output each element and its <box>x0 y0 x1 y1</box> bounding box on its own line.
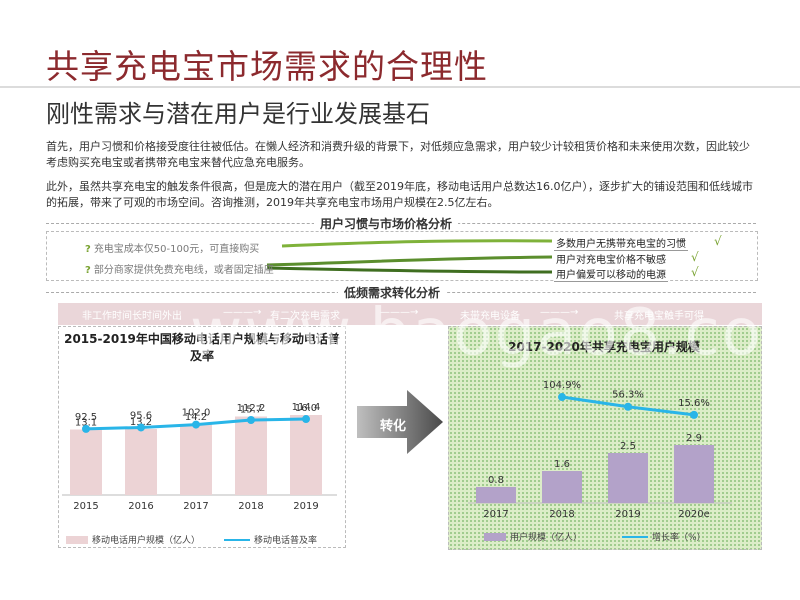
bar <box>180 424 212 495</box>
chart2-title: 2017-2020年共享充电宝用户规模 <box>508 340 700 354</box>
line-point <box>137 423 145 432</box>
bar-value-label: 13.1 <box>75 418 97 429</box>
bar-value-label: 0.8 <box>488 475 504 486</box>
x-tick-label: 2020e <box>678 509 710 520</box>
line-point <box>302 415 310 424</box>
line-point <box>690 410 698 419</box>
legend-label-line: 增长率（%） <box>652 533 706 543</box>
bar-value-label: 14.2 <box>185 412 207 423</box>
line-value-label: 95.6 <box>130 410 152 421</box>
flow-arrow: ———→ <box>540 307 579 318</box>
flow-arrow: ———→ <box>223 307 262 318</box>
target-1: 多数用户无携带充电宝的习惯 <box>554 235 688 251</box>
flow-bar <box>58 303 762 325</box>
line-value-label: 104.9% <box>543 380 581 391</box>
page-subtitle: 刚性需求与潜在用户是行业发展基石 <box>46 100 430 128</box>
x-tick-label: 2019 <box>615 509 640 520</box>
check-icon: √ <box>691 250 699 264</box>
bar-value-label: 16.0 <box>295 403 317 414</box>
habit-panel: ? 充电宝成本仅50-100元，可直接购买 ? 部分商家提供免费充电线，或者固定插座… <box>46 231 758 282</box>
convert-label: 转化 <box>380 419 407 434</box>
x-tick-label: 2016 <box>128 501 153 512</box>
line-value-label: 112.2 <box>237 403 266 414</box>
bar-value-label: 2.5 <box>620 441 636 452</box>
line-point <box>192 420 200 429</box>
bar-value-label: 13.2 <box>130 417 152 428</box>
line-value-label: 15.6% <box>678 398 710 409</box>
target-3: 用户偏爱可以移动的电源 <box>554 266 668 282</box>
title-divider <box>0 86 800 88</box>
question-icon: ? <box>85 244 91 255</box>
habit-curves <box>266 239 553 274</box>
bar <box>125 429 157 495</box>
bar <box>476 487 516 503</box>
legend-swatch-bar <box>66 535 88 544</box>
line-point <box>624 402 632 411</box>
flow-step-4: 共享充电宝触手可得 <box>614 311 704 322</box>
line-value-label: 56.3% <box>612 390 644 401</box>
line-point <box>82 424 90 433</box>
check-icon: √ <box>714 234 722 248</box>
page-title: 共享充电宝市场需求的合理性 <box>46 47 488 86</box>
bar <box>608 453 648 503</box>
legend-swatch-bar <box>484 532 506 541</box>
section1-label: 用户习惯与市场价格分析 <box>314 215 459 232</box>
flow-step-3: 未带充电设备 <box>460 311 520 322</box>
bar <box>70 429 102 495</box>
bar-value-label: 2.9 <box>686 433 702 444</box>
legend-label-line: 移动电话普及率 <box>254 536 318 546</box>
section2-label: 低频需求转化分析 <box>338 284 447 301</box>
question-icon: ? <box>85 265 91 276</box>
curve-1 <box>281 239 553 248</box>
bar <box>290 415 322 495</box>
flow-arrow: ———→ <box>380 307 419 318</box>
check-icon: √ <box>691 265 699 279</box>
chart1-legend: 移动电话用户规模（亿人） 移动电话普及率 <box>66 533 317 546</box>
x-tick-label: 2017 <box>483 509 508 520</box>
x-tick-label: 2015 <box>73 501 98 512</box>
x-tick-label: 2018 <box>238 501 263 512</box>
flow-step-1: 非工作时间长时间外出 <box>82 311 182 322</box>
chart1-title: 2015-2019年中国移动电话用户规模与移动电话普及率 <box>64 332 340 363</box>
line-value-label: 102.0 <box>182 408 211 419</box>
line-value-label: 92.5 <box>75 412 97 423</box>
legend-swatch-line <box>622 535 649 538</box>
hint-1: ? 充电宝成本仅50-100元，可直接购买 <box>85 244 260 255</box>
line-point <box>247 416 255 425</box>
bar <box>542 471 582 503</box>
flow-step-2: 有二次充电需求 <box>270 311 340 322</box>
bar <box>674 445 714 503</box>
chart2-panel <box>448 326 762 550</box>
convert-arrow-icon <box>357 390 443 454</box>
x-tick-label: 2018 <box>549 509 574 520</box>
curve-3 <box>266 266 553 274</box>
bar-value-label: 15.7 <box>240 405 262 416</box>
chart2-plot: 0.8 2017 1.6 2018 2.5 2019 2.9 2020e 104.9% 56.3%… <box>468 380 732 520</box>
chart1-plot: 13.1 2015 13.2 2016 14.2 2017 15.7 2018 16.0 2019… <box>62 402 337 512</box>
chart2-legend: 用户规模（亿人） 增长率（%） <box>484 530 706 543</box>
legend-label-bar: 用户规模（亿人） <box>510 533 583 543</box>
legend-swatch-line <box>224 538 251 541</box>
curve-2 <box>266 255 553 267</box>
line-value-label: 114.4 <box>292 402 321 413</box>
legend-label-bar: 移动电话用户规模（亿人） <box>92 536 201 546</box>
target-2: 用户对充电宝价格不敏感 <box>554 251 668 267</box>
hint-2: ? 部分商家提供免费充电线，或者固定插座 <box>85 265 274 276</box>
x-tick-label: 2017 <box>183 501 208 512</box>
line-point <box>558 393 566 402</box>
paragraph-2: 此外，虽然共享充电宝的触发条件很高，但是庞大的潜在用户（截至2019年底，移动电… <box>46 180 753 209</box>
bar-value-label: 1.6 <box>554 459 570 470</box>
x-tick-label: 2019 <box>293 501 318 512</box>
paragraph-1: 首先，用户习惯和价格接受度往往被低估。在懒人经济和消费升级的背景下，对低频应急需… <box>46 140 750 169</box>
bar <box>235 416 267 495</box>
